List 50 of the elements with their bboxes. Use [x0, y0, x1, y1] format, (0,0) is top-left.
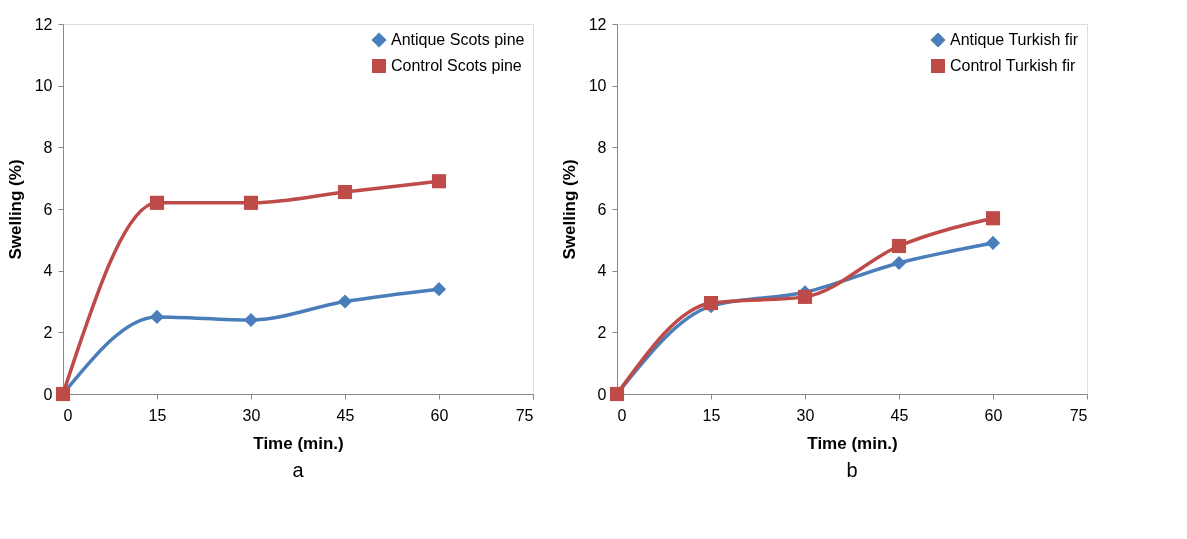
point	[337, 184, 353, 200]
legend-label: Antique Turkish fir	[950, 31, 1079, 48]
point	[431, 282, 447, 297]
y-tick-label: 6	[597, 200, 607, 218]
y-axis-title: Swelling (%)	[5, 159, 25, 260]
point	[431, 174, 447, 189]
y-tick-label: 2	[597, 323, 607, 341]
x-tick-label: 45	[890, 406, 909, 424]
x-axis-title: Time (min.)	[807, 433, 898, 453]
y-tick-label: 2	[43, 323, 53, 341]
point	[891, 255, 907, 271]
x-tick-label: 75	[1069, 406, 1088, 424]
point	[149, 309, 165, 324]
point	[985, 235, 1001, 250]
y-tick-label: 8	[597, 138, 607, 156]
point	[891, 238, 907, 254]
x-tick-label: 60	[430, 406, 449, 424]
text: b	[846, 459, 858, 481]
x-tick-label: 15	[702, 406, 721, 424]
y-axis-title: Swelling (%)	[559, 159, 579, 260]
y-tick-label: 0	[597, 385, 607, 403]
x-tick-label: 15	[148, 406, 167, 424]
y-tick-label: 10	[34, 77, 53, 95]
y-tick-label: 12	[588, 15, 607, 33]
x-axis-title: Time (min.)	[253, 433, 344, 453]
x-tick-label: 60	[984, 406, 1003, 424]
point	[243, 195, 259, 210]
point	[337, 294, 353, 309]
y-tick-label: 8	[43, 138, 53, 156]
x-tick-label: 0	[617, 406, 627, 424]
y-tick-label: 10	[588, 77, 607, 95]
y-tick-label: 4	[597, 262, 607, 280]
legend-label: Antique Scots pine	[391, 31, 525, 48]
x-tick-label: 30	[242, 406, 261, 424]
text: a	[292, 459, 305, 481]
x-tick-label: 30	[796, 406, 815, 424]
x-tick-label: 45	[336, 406, 355, 424]
y-tick-label: 4	[43, 262, 53, 280]
x-tick-label: 75	[515, 406, 534, 424]
point	[985, 211, 1001, 226]
y-tick-label: 6	[43, 200, 53, 218]
point	[149, 195, 165, 210]
point	[703, 295, 719, 311]
legend-label: Control Scots pine	[391, 57, 522, 74]
legend-label: Control Turkish fir	[950, 57, 1077, 74]
point	[243, 312, 259, 328]
y-tick-label: 12	[34, 15, 53, 33]
point	[797, 289, 813, 304]
y-tick-label: 0	[43, 385, 53, 403]
x-tick-label: 0	[63, 406, 73, 424]
